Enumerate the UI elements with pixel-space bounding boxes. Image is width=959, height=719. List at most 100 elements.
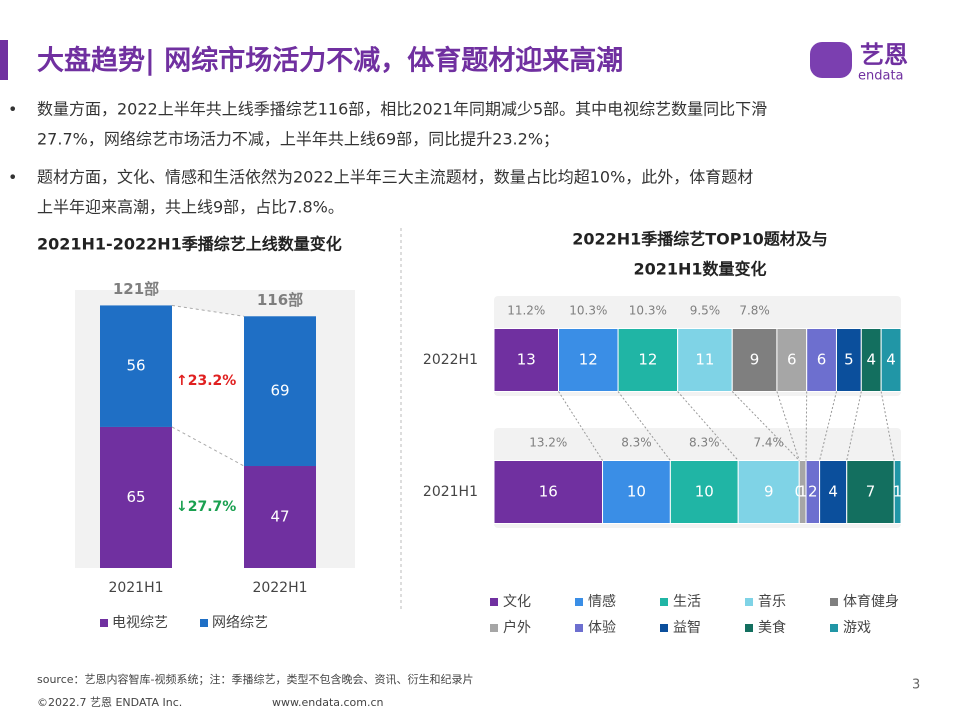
bar-segment [893, 460, 902, 524]
title-accent [0, 40, 8, 80]
legend-label: 美食 [758, 619, 786, 636]
copyright: ©2022.7 艺恩 ENDATA Inc. [37, 696, 182, 709]
data-label: 6 [817, 351, 827, 369]
legend-swatch [200, 619, 208, 627]
logo-mark [810, 42, 852, 78]
bar-segment [558, 328, 619, 392]
data-label: 11 [695, 351, 714, 369]
share-label: 10.3% [629, 304, 667, 318]
legend-label: 体验 [588, 620, 616, 636]
legend-label: 户外 [503, 619, 531, 636]
bar-segment [669, 460, 739, 524]
share-label: 11.2% [507, 304, 545, 318]
slide-title: 大盘趋势| 网综市场活力不减，体育题材迎来高潮 [37, 45, 623, 77]
connector [171, 304, 245, 317]
data-label: 13 [517, 351, 536, 369]
data-label: 16 [539, 483, 558, 501]
legend-label: 音乐 [758, 593, 786, 610]
data-label: 9 [764, 483, 774, 501]
legend-swatch [830, 624, 838, 632]
data-label: 9 [750, 351, 760, 369]
source-note: source：艺恩内容智库-视频系统；注：季播综艺，类型不包含晚会、资讯、衍生和… [37, 672, 474, 686]
x-tick-label: 2021H1 [108, 580, 163, 596]
bar-segment [100, 426, 172, 568]
data-label: 1 [893, 483, 903, 501]
bar-segment [731, 328, 778, 392]
bar-segment [617, 328, 679, 392]
legend-label: 文化 [503, 594, 531, 610]
bar-segment [835, 328, 862, 392]
legend-swatch [575, 624, 583, 632]
legend-swatch [830, 598, 838, 606]
data-label: 12 [638, 351, 657, 369]
bridge [172, 305, 244, 568]
data-label: 65 [126, 488, 145, 506]
logo-sub: endata [858, 69, 904, 84]
bullet-line: 上半年迎来高潮，共上线9部，占比7.8%。 [37, 198, 344, 217]
data-label: 7 [866, 483, 876, 501]
bar-segment [100, 305, 172, 427]
bar-segment [737, 460, 800, 524]
data-label: 10 [627, 483, 646, 501]
bar-segment [244, 466, 316, 568]
legend-swatch [100, 619, 108, 627]
legend-swatch [660, 624, 668, 632]
connector [677, 391, 739, 461]
bullet-line: 数量方面，2022上半年共上线季播综艺116部，相比2021年同期减少5部。其中… [37, 100, 767, 119]
share-label: 10.3% [569, 304, 607, 318]
y-tick-label: 2022H1 [423, 352, 478, 368]
total-label: 121部 [113, 280, 159, 298]
data-label: 2 [808, 483, 818, 501]
connector [171, 426, 245, 467]
share-label: 9.5% [690, 304, 721, 318]
bullet-dot: • [8, 168, 17, 187]
bar-segment [677, 328, 733, 392]
legend-label: 生活 [673, 594, 701, 610]
bullet-line: 27.7%，网络综艺市场活力不减，上半年共上线69部，同比提升23.2%； [37, 130, 559, 149]
bar-segment [602, 460, 671, 524]
data-label: 6 [787, 351, 797, 369]
share-label: 8.3% [621, 436, 652, 450]
connector [731, 391, 800, 461]
chart-title: 2022H1季播综艺TOP10题材及与 [572, 230, 828, 249]
legend-swatch [575, 598, 583, 606]
share-label: 7.8% [739, 304, 770, 318]
legend-label: 益智 [673, 620, 701, 636]
bullet-line: 题材方面，文化、情感和生活依然为2022上半年三大主流题材，数量占比均超10%，… [37, 168, 753, 187]
bar-segment [806, 328, 837, 392]
bullet-dot: • [8, 100, 17, 119]
connector [558, 391, 603, 461]
data-label: 5 [844, 351, 854, 369]
bar-segment [493, 460, 604, 524]
connector [617, 391, 671, 461]
chart-title: 2021H1数量变化 [633, 260, 766, 279]
data-label: 4 [866, 351, 876, 369]
y-tick-label: 2021H1 [423, 484, 478, 500]
chart-title: 2021H1-2022H1季播综艺上线数量变化 [37, 235, 342, 254]
legend-label: 体育健身 [843, 594, 899, 610]
legend-swatch [745, 598, 753, 606]
share-label: 7.4% [753, 436, 784, 450]
data-label: 56 [126, 357, 145, 375]
data-label: 47 [270, 508, 289, 526]
share-label: 8.3% [689, 436, 720, 450]
page-number: 3 [912, 678, 920, 693]
legend-label: 情感 [588, 593, 616, 610]
legend-swatch [490, 624, 498, 632]
legend-swatch [490, 598, 498, 606]
legend-label: 游戏 [843, 620, 871, 636]
total-label: 116部 [257, 291, 303, 309]
connector [805, 391, 808, 461]
x-tick-label: 2022H1 [252, 580, 307, 596]
annotation: ↓27.7% [176, 499, 236, 515]
legend-label: 电视综艺 [112, 615, 168, 631]
legend-swatch [660, 598, 668, 606]
data-label: 4 [828, 483, 838, 501]
connector [776, 391, 800, 461]
share-label: 13.2% [529, 436, 567, 450]
annotation: ↑23.2% [176, 373, 236, 389]
legend-label: 网络综艺 [212, 615, 268, 631]
data-label: 10 [695, 483, 714, 501]
bar-segment [880, 328, 902, 392]
